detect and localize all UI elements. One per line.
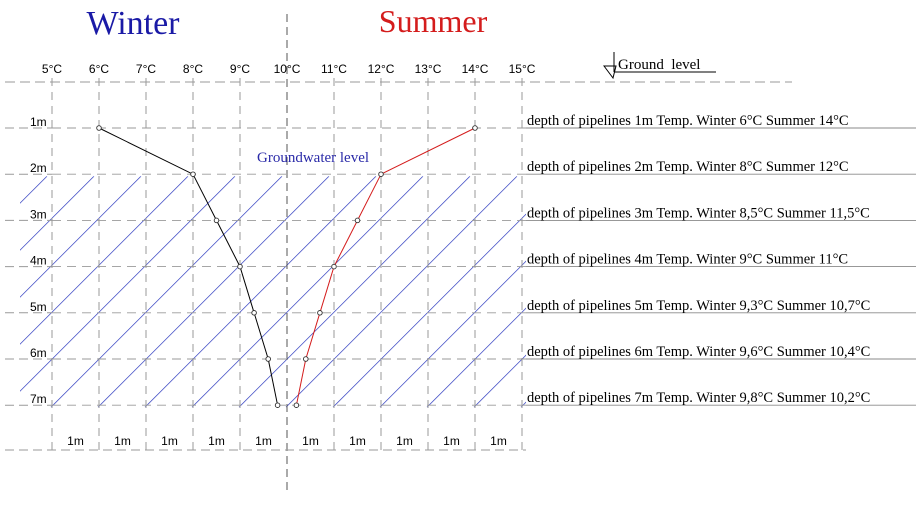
hatch-line (426, 307, 526, 408)
hatch-line (20, 176, 189, 345)
depth-annotation-7: depth of pipelines 7m Temp. Winter 9,8°C… (527, 390, 870, 406)
hatch-line (97, 176, 330, 408)
hatch-line (285, 176, 518, 408)
temperature-tick-label: 7°C (136, 62, 156, 76)
summer-point (293, 402, 300, 408)
spacing-label: 1m (208, 434, 225, 448)
hatch-line (191, 176, 424, 408)
temperature-tick-label: 9°C (230, 62, 250, 76)
grid-lines (5, 14, 916, 490)
temperature-tick-label: 5°C (42, 62, 62, 76)
axis-labels: 5°C 6°C 7°C 8°C 9°C 10°C 11°C 12°C 13°C 14°C 15°C 1… (30, 62, 870, 448)
spacing-label: 1m (161, 434, 178, 448)
hatch-line (238, 176, 471, 408)
winter-point (237, 263, 243, 270)
temperature-tick-label: 15°C (509, 62, 536, 76)
summer-title: Summer (379, 3, 488, 39)
hatch-line (144, 176, 377, 408)
depth-annotation-3: depth of pipelines 3m Temp. Winter 8,5°C… (527, 205, 870, 221)
ground-level-label: Ground level (618, 57, 700, 73)
groundwater-level-label: Groundwater level (257, 150, 369, 166)
temperature-tick-label: 10°C (274, 62, 301, 76)
spacing-label: 1m (490, 434, 507, 448)
temperature-tick-label: 11°C (321, 62, 347, 76)
spacing-label: 1m (67, 434, 84, 448)
summer-point (317, 310, 323, 316)
winter-point (213, 217, 220, 224)
hatch-line (379, 260, 526, 408)
winter-title: Winter (86, 5, 180, 42)
summer-point (378, 171, 384, 177)
depth-tick-label: 3m (30, 207, 47, 221)
spacing-label: 1m (443, 434, 460, 448)
summer-point (331, 263, 337, 270)
winter-point (96, 125, 102, 131)
depth-annotation-5: depth of pipelines 5m Temp. Winter 9,3°C… (527, 298, 870, 314)
depth-annotation-2: depth of pipelines 2m Temp. Winter 8°C S… (527, 159, 849, 175)
spacing-label: 1m (255, 434, 272, 448)
spacing-label: 1m (349, 434, 366, 448)
summer-point (303, 356, 309, 362)
hatch-line (20, 176, 236, 392)
depth-tick-label: 1m (30, 115, 47, 129)
hatch-line (20, 176, 142, 298)
temperature-tick-label: 8°C (183, 62, 203, 76)
depth-annotation-1: depth of pipelines 1m Temp. Winter 6°C S… (527, 113, 849, 129)
depth-annotation-4: depth of pipelines 4m Temp. Winter 9°C S… (527, 252, 848, 268)
depth-annotation-6: depth of pipelines 6m Temp. Winter 9,6°C… (527, 344, 870, 360)
ground-level-marker: Ground level (603, 52, 716, 80)
depth-tick-label: 5m (30, 300, 47, 314)
spacing-label: 1m (302, 434, 319, 448)
groundwater-zone-hatching (20, 176, 526, 408)
temperature-tick-label: 6°C (89, 62, 109, 76)
depth-tick-label: 4m (30, 254, 47, 268)
summer-point (354, 217, 361, 224)
winter-point (265, 356, 271, 362)
temperature-tick-label: 12°C (368, 62, 395, 76)
hatch-line (20, 176, 95, 251)
winter-point (190, 171, 196, 177)
temperature-tick-label: 13°C (415, 62, 442, 76)
summer-point (472, 125, 478, 131)
winter-point (251, 310, 257, 316)
hatch-line (332, 213, 526, 408)
depth-tick-label: 7m (30, 392, 47, 406)
temperature-series (96, 125, 478, 408)
depth-tick-label: 6m (30, 346, 47, 360)
temperature-tick-label: 14°C (462, 62, 489, 76)
winter-point (274, 402, 281, 408)
depth-tick-label: 2m (30, 161, 47, 175)
hatch-line (473, 354, 526, 408)
spacing-label: 1m (114, 434, 131, 448)
hatch-lines (20, 176, 526, 408)
hatch-line (50, 176, 283, 408)
spacing-label: 1m (396, 434, 413, 448)
